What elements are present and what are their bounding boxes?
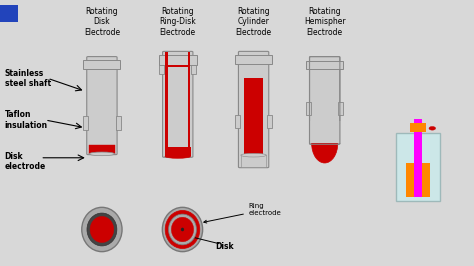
Bar xyxy=(338,102,343,115)
Text: Taflon
insulation: Taflon insulation xyxy=(5,110,48,130)
FancyBboxPatch shape xyxy=(163,51,193,157)
Bar xyxy=(83,60,120,69)
Bar xyxy=(306,102,311,115)
Ellipse shape xyxy=(181,228,184,231)
Bar xyxy=(83,116,88,130)
Bar xyxy=(116,116,120,130)
Circle shape xyxy=(429,127,436,130)
Bar xyxy=(89,145,115,154)
Ellipse shape xyxy=(165,210,200,248)
Ellipse shape xyxy=(90,217,114,243)
Bar xyxy=(267,115,272,128)
Bar xyxy=(159,55,197,65)
Bar xyxy=(159,61,164,74)
Bar xyxy=(235,115,240,128)
Bar xyxy=(188,52,190,156)
FancyBboxPatch shape xyxy=(238,51,269,168)
Ellipse shape xyxy=(169,214,196,245)
Ellipse shape xyxy=(241,153,266,157)
Bar xyxy=(309,121,341,143)
Ellipse shape xyxy=(89,152,115,156)
FancyBboxPatch shape xyxy=(87,57,117,155)
Bar xyxy=(410,123,426,132)
Bar xyxy=(241,155,266,167)
Ellipse shape xyxy=(82,207,122,252)
Text: Rotating
Hemispher
Electrode: Rotating Hemispher Electrode xyxy=(304,7,346,36)
Bar xyxy=(191,61,196,74)
Bar xyxy=(306,60,343,69)
Bar xyxy=(165,147,191,156)
Text: Disk
electrode: Disk electrode xyxy=(5,152,46,171)
Text: Stainless
steel shaft: Stainless steel shaft xyxy=(5,69,51,88)
Ellipse shape xyxy=(162,207,203,252)
Ellipse shape xyxy=(311,124,338,163)
Text: Rotating
Ring-Disk
Electrode: Rotating Ring-Disk Electrode xyxy=(159,7,196,36)
Ellipse shape xyxy=(172,217,194,242)
Bar xyxy=(244,78,263,154)
Bar xyxy=(406,163,430,197)
Ellipse shape xyxy=(165,155,191,158)
Bar xyxy=(414,119,422,197)
FancyBboxPatch shape xyxy=(310,57,340,144)
Text: Rotating
Cylinder
Electrode: Rotating Cylinder Electrode xyxy=(236,7,272,36)
Text: Disk: Disk xyxy=(216,242,234,251)
Bar xyxy=(165,52,168,156)
Bar xyxy=(416,141,420,197)
Text: Rotating
Disk
Electrode: Rotating Disk Electrode xyxy=(84,7,120,36)
Bar xyxy=(0,5,18,22)
Bar xyxy=(165,65,190,66)
Bar xyxy=(235,55,272,64)
Bar xyxy=(396,133,440,201)
Text: Ring
electrode: Ring electrode xyxy=(204,203,282,223)
Ellipse shape xyxy=(87,213,117,246)
